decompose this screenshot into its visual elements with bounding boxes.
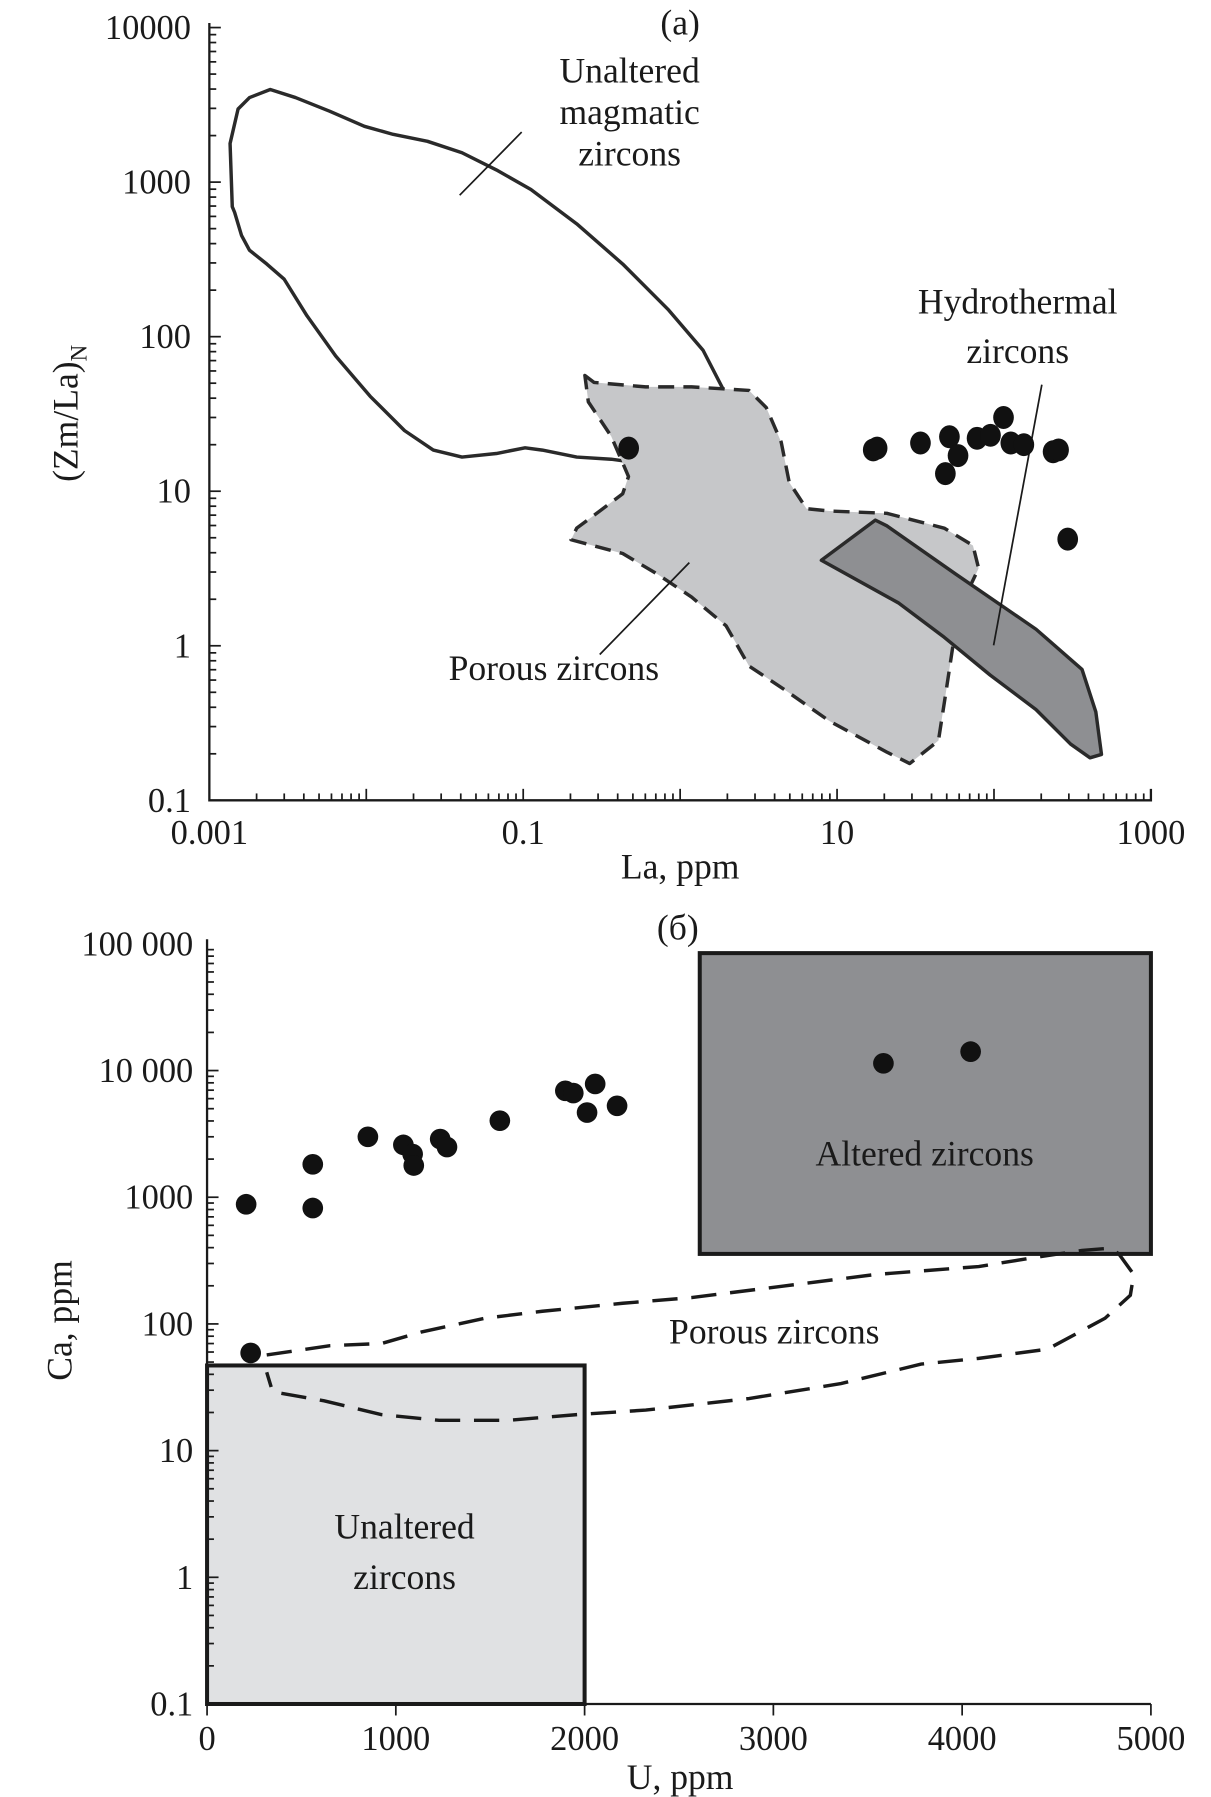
data-point <box>403 1155 425 1176</box>
x-tick-label: 3000 <box>739 1720 808 1758</box>
data-point <box>1013 433 1035 457</box>
magmatic-label-3: zircons <box>578 133 681 173</box>
data-point <box>993 405 1014 429</box>
porous-label-a: Porous zircons <box>449 648 659 688</box>
x-tick-label: 10 <box>820 814 854 852</box>
data-point <box>873 1053 894 1074</box>
data-point <box>606 1095 628 1117</box>
porous-label-b: Porous zircons <box>669 1311 879 1351</box>
x-tick-label: 0.1 <box>502 814 545 852</box>
data-point <box>302 1153 324 1175</box>
region-altered-zircons <box>697 951 1153 1256</box>
hydrothermal-leader-line <box>992 384 1043 646</box>
x-tick-label: 1000 <box>1116 814 1185 852</box>
y-tick-label: 0.1 <box>148 782 191 820</box>
altered-label: Altered zircons <box>816 1133 1034 1173</box>
y-tick-label: 10 000 <box>99 1052 194 1090</box>
unaltered-label-2: zircons <box>353 1557 456 1597</box>
data-point <box>960 1041 981 1062</box>
region-unaltered-zircons <box>205 1363 587 1707</box>
region-hydrothermal-zircons <box>819 518 1104 760</box>
x-tick-label: 0 <box>198 1720 215 1758</box>
data-point <box>939 425 960 449</box>
y-tick-label: 10 <box>159 1432 193 1470</box>
magmatic-leader-line <box>459 131 523 196</box>
unaltered-label-1: Unaltered <box>334 1507 474 1547</box>
data-point <box>866 436 888 460</box>
y-tick-label: 1000 <box>122 164 191 202</box>
magmatic-label-2: magmatic <box>559 92 699 132</box>
x-tick-label: 5000 <box>1116 1720 1185 1758</box>
y-tick-label: 1000 <box>124 1179 193 1217</box>
data-point <box>562 1082 584 1104</box>
data-point <box>357 1126 379 1148</box>
x-axis-title-a: La, ppm <box>621 846 740 886</box>
data-point <box>980 423 1001 447</box>
data-point <box>618 436 640 460</box>
x-axis-title-b: U, ppm <box>627 1757 734 1797</box>
y-tick-label: 1 <box>174 627 191 665</box>
data-point <box>1048 438 1069 462</box>
y-tick-label: 100 <box>139 318 191 356</box>
data-point <box>935 462 956 486</box>
y-axis-title-a-main: (Zm/La) <box>45 361 85 482</box>
x-tick-label: 4000 <box>928 1720 997 1758</box>
region-porous-zircons <box>265 1246 1136 1423</box>
hydrothermal-label-2: zircons <box>966 331 1069 371</box>
data-point <box>235 1193 257 1215</box>
y-axis-title-a-subscript: N <box>66 344 91 361</box>
data-point <box>576 1102 598 1123</box>
y-tick-label: 0.1 <box>150 1685 193 1723</box>
y-axis-title-b: Ca, ppm <box>40 1260 80 1381</box>
x-tick-label: 0.001 <box>171 814 248 852</box>
data-point <box>240 1342 262 1364</box>
data-point <box>489 1110 511 1132</box>
y-tick-label: 10000 <box>105 9 191 47</box>
data-point <box>436 1136 458 1158</box>
panel-a-label: (a) <box>660 2 700 42</box>
data-point <box>302 1197 324 1219</box>
region-porous-zircons <box>569 373 981 766</box>
y-tick-label: 1 <box>176 1559 193 1597</box>
y-tick-label: 100 000 <box>81 925 193 963</box>
y-axis-title-a: (Zm/La)N <box>45 344 91 482</box>
y-tick-label: 100 <box>142 1305 194 1343</box>
magmatic-label-1: Unaltered <box>559 51 699 91</box>
data-point <box>947 444 969 468</box>
x-tick-label: 2000 <box>550 1720 619 1758</box>
panel-b-label: (б) <box>657 907 699 947</box>
porous-leader-line <box>599 562 690 656</box>
data-point <box>910 431 931 455</box>
data-point <box>584 1073 606 1095</box>
hydrothermal-label-1: Hydrothermal <box>918 281 1118 321</box>
x-tick-label: 1000 <box>361 1720 430 1758</box>
y-tick-label: 10 <box>157 473 191 511</box>
data-point <box>1057 527 1079 551</box>
